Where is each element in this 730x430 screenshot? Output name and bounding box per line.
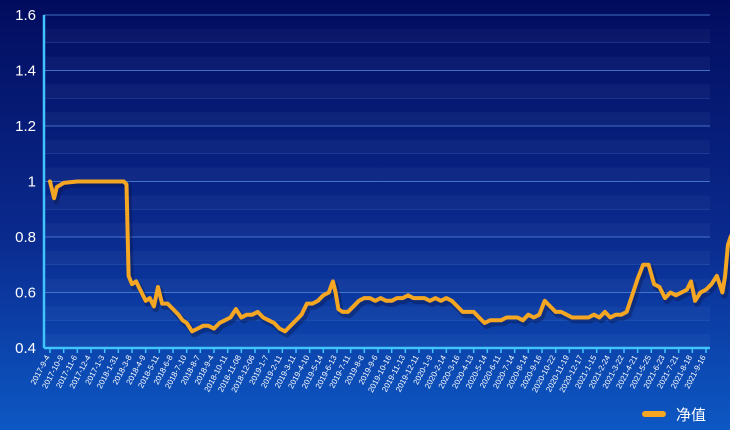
- y-tick-label: 1.4: [15, 63, 36, 80]
- y-axis-tick-labels: 0.4 0.6 0.8 1 1.2 1.4 1.6: [15, 7, 36, 357]
- grid-band: [44, 168, 710, 182]
- legend-label: 净值: [676, 407, 706, 424]
- series-line: [48, 179, 730, 334]
- y-tick-label: 0.8: [15, 229, 36, 246]
- y-tick-label: 1: [28, 174, 36, 191]
- grid-band: [44, 251, 710, 265]
- legend: 净值: [642, 407, 706, 424]
- x-axis-tick-labels: 2017-9-42017-10-92017-11-62017-12-42017-…: [29, 353, 708, 394]
- y-tick-label: 1.2: [15, 118, 36, 135]
- y-tick-label: 0.6: [15, 285, 36, 302]
- grid-band: [44, 57, 710, 71]
- series-layer: [48, 179, 730, 338]
- grid-band: [44, 29, 710, 43]
- grid-band: [44, 195, 710, 209]
- grid-band: [44, 112, 710, 126]
- grid-band: [44, 223, 710, 237]
- grid-band: [44, 84, 710, 98]
- grid-band: [44, 140, 710, 154]
- y-tick-label: 1.6: [15, 7, 36, 24]
- grid-band: [44, 334, 710, 348]
- axes: [42, 15, 710, 353]
- y-tick-label: 0.4: [15, 340, 36, 357]
